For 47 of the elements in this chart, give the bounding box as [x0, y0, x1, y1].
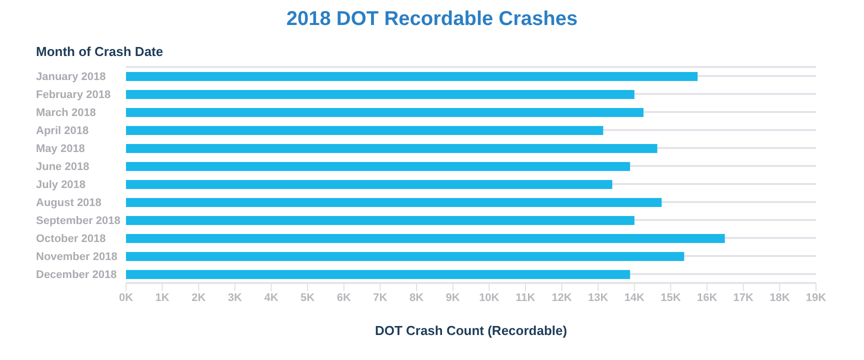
y-tick-label: August 2018 — [36, 197, 102, 209]
x-tick-label: 0K — [118, 292, 134, 304]
x-tick-label: 15K — [660, 292, 681, 304]
y-tick-label: January 2018 — [36, 71, 106, 83]
bar — [126, 234, 725, 243]
bar — [126, 252, 684, 261]
x-tick-label: 8K — [409, 292, 424, 304]
x-tick-label: 2K — [192, 292, 206, 304]
bar — [126, 216, 634, 225]
x-tick-label: 6K — [336, 292, 351, 304]
x-axis-title: DOT Crash Count (Recordable) — [374, 323, 568, 338]
x-tick-label: 10K — [479, 292, 500, 304]
y-tick-label: March 2018 — [36, 107, 96, 119]
bar — [126, 270, 630, 279]
y-tick-label: May 2018 — [36, 143, 85, 155]
bar — [126, 72, 698, 81]
bar — [126, 198, 662, 207]
y-tick-label: December 2018 — [36, 269, 117, 281]
x-tick-label: 1K — [155, 292, 170, 304]
y-tick-label: July 2018 — [36, 179, 86, 191]
x-tick-label: 14K — [624, 292, 645, 304]
x-tick-label: 5K — [300, 292, 315, 304]
bar — [126, 126, 604, 135]
y-tick-label: November 2018 — [36, 251, 118, 263]
x-tick-label: 13K — [588, 292, 608, 304]
bar — [126, 90, 634, 99]
y-tick-label: April 2018 — [36, 125, 89, 137]
x-tick-label: 9K — [446, 292, 460, 304]
bar — [126, 180, 612, 189]
y-tick-label: February 2018 — [36, 89, 111, 101]
x-tick-label: 12K — [552, 292, 572, 304]
y-tick-label: June 2018 — [36, 161, 90, 173]
bar — [126, 162, 630, 171]
x-tick-label: 19K — [806, 292, 826, 304]
x-tick-label: 4K — [264, 292, 278, 304]
bar — [126, 144, 658, 153]
x-tick-label: 7K — [373, 292, 388, 304]
y-tick-label: October 2018 — [36, 233, 106, 245]
x-tick-label: 17K — [733, 292, 754, 304]
x-tick-label: 16K — [696, 292, 718, 304]
y-tick-label: September 2018 — [36, 215, 120, 227]
x-tick-label: 11K — [516, 292, 536, 304]
x-tick-label: 3K — [228, 292, 242, 304]
bar — [126, 108, 644, 117]
x-tick-label: 18K — [770, 292, 790, 304]
chart-title: 2018 DOT Recordable Crashes — [285, 8, 579, 31]
y-axis-title: Month of Crash Date — [36, 44, 164, 59]
